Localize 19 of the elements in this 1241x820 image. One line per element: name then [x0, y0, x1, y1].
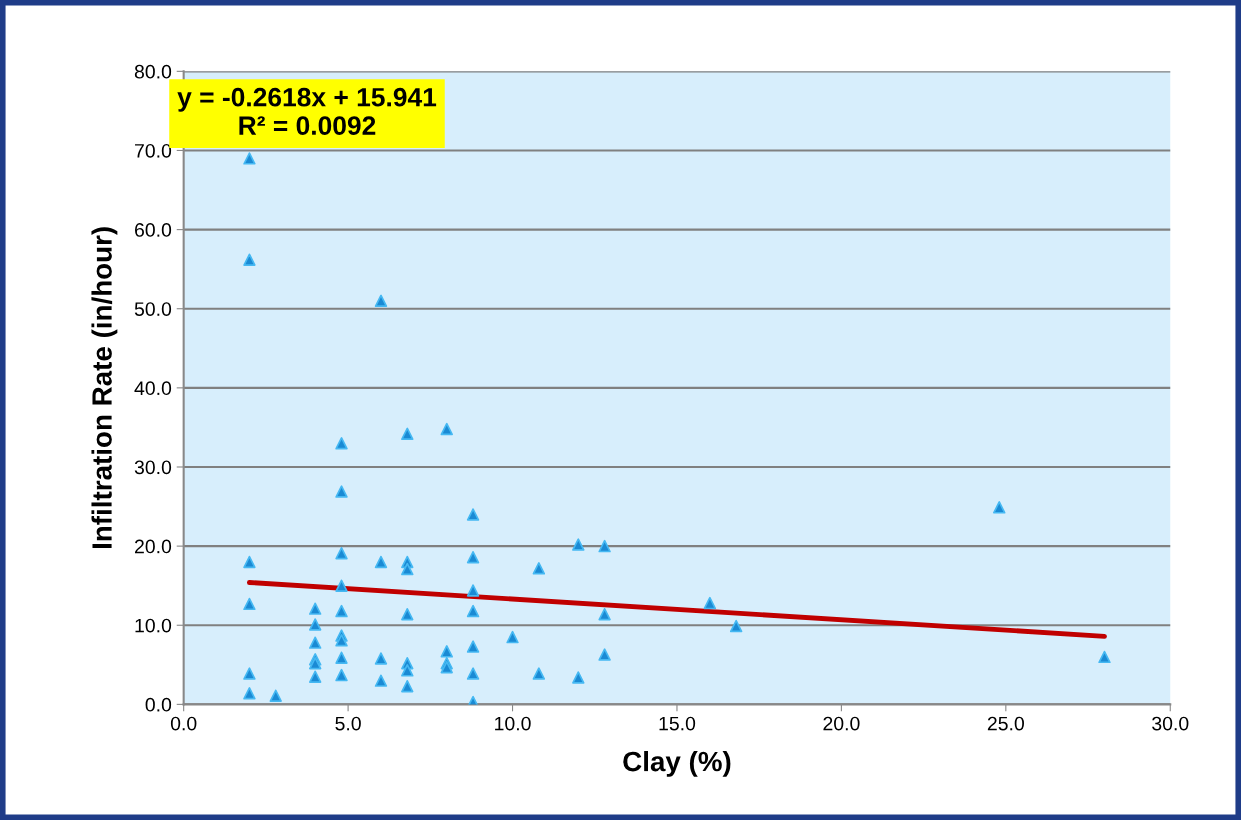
y-tick-label: 60.0	[135, 223, 172, 237]
y-tick-label: 30.0	[134, 460, 172, 475]
x-tick-label: 25.0	[987, 716, 1024, 731]
x-tick-label: 5.0	[335, 716, 361, 731]
x-tick-label: 30.0	[1152, 716, 1189, 731]
x-tick-label: 10.0	[495, 716, 531, 731]
x-axis-title: Clay (%)	[623, 750, 731, 777]
y-tick-label: 80.0	[134, 64, 172, 79]
y-axis-title: Infiltration Rate (in/hour)	[91, 227, 118, 549]
x-tick-label: 20.0	[823, 716, 860, 731]
annotation: y = -0.2618x + 15.941 R² = 0.0092	[177, 87, 437, 135]
y-tick-label: 10.0	[135, 618, 172, 633]
y-tick-label: 0.0	[145, 697, 172, 712]
y-tick-label: 40.0	[134, 381, 172, 396]
y-tick-label: 50.0	[134, 302, 172, 316]
y-tick-label: 20.0	[135, 539, 172, 554]
y-tick-label: 70.0	[135, 143, 172, 158]
x-tick-label: 0.0	[170, 716, 197, 731]
x-tick-label: 15.0	[659, 716, 696, 731]
